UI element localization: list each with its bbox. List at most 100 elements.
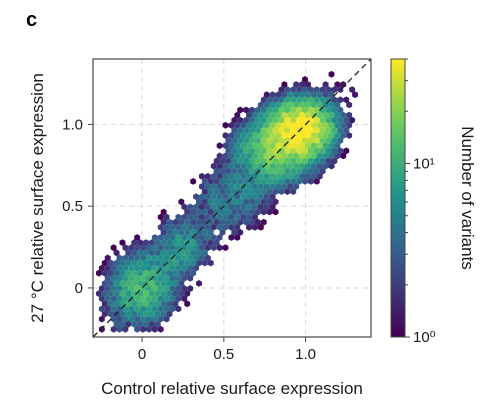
hex-cell-409	[210, 193, 217, 201]
hex-cell-672	[140, 274, 146, 282]
hex-cell-810	[157, 325, 164, 333]
hex-cell-571	[169, 244, 176, 252]
hex-cell-548	[137, 239, 144, 246]
hex-cell-647	[187, 264, 194, 272]
hex-cell-515	[234, 223, 241, 231]
hex-cell-789	[140, 315, 146, 323]
hex-cell-445	[240, 203, 247, 211]
hex-cell-806	[134, 325, 141, 333]
hex-cell-676	[163, 274, 170, 282]
hex-cell-287	[313, 157, 320, 165]
hex-cell-227	[225, 147, 232, 155]
hex-cell-349	[305, 172, 311, 180]
hex-cell-677	[169, 274, 176, 282]
hex-cell-418	[263, 193, 270, 201]
hex-cell-158	[313, 127, 320, 134]
hex-cell-729	[104, 295, 111, 303]
hex-cell-412	[228, 193, 235, 201]
hex-cell-147	[249, 127, 255, 134]
hex-cell-49	[257, 101, 264, 109]
hex-cell-480	[234, 213, 241, 221]
hex-cell-4	[299, 81, 305, 88]
hex-cell-125	[240, 121, 247, 129]
hex-cell-637	[128, 264, 135, 272]
hex-cell-458	[219, 208, 226, 216]
hex-cell-256	[263, 152, 270, 160]
hex-cell-305	[293, 162, 300, 170]
hex-cell-323	[278, 167, 285, 175]
hex-cell-443	[228, 203, 235, 211]
hex-cell-351	[316, 172, 323, 180]
hex-cell-2	[281, 81, 288, 88]
hex-cell-495	[225, 218, 232, 226]
hex-cell-86	[263, 111, 270, 119]
hex-cell-438	[199, 203, 205, 211]
hex-cell-607	[175, 254, 182, 262]
hex-cell-144	[231, 127, 238, 134]
hex-cell-129	[263, 121, 270, 129]
hex-cell-292	[216, 162, 223, 170]
hex-cell-128	[257, 121, 264, 129]
hex-cell-474	[199, 213, 205, 221]
hex-cell-534	[163, 234, 170, 241]
hex-cell-309	[316, 162, 323, 170]
hex-cell-735	[140, 295, 146, 303]
hex-cell-603	[151, 254, 158, 262]
hex-cell-229	[237, 147, 244, 155]
hex-cell-739	[163, 295, 170, 303]
hex-cell-248	[216, 152, 223, 160]
hex-cell-680	[187, 274, 194, 282]
hex-cell-620	[143, 259, 149, 267]
hex-cell-225	[328, 142, 335, 150]
hex-cell-584	[137, 249, 144, 257]
hex-cell-668	[116, 274, 123, 282]
colorbar-tick-label-0: 10⁰	[413, 329, 436, 346]
hex-cell-288	[319, 157, 326, 165]
hex-cell-611	[199, 254, 205, 262]
hex-cell-417	[257, 193, 264, 201]
hex-cell-734	[134, 295, 141, 303]
hex-cell-649	[95, 269, 102, 277]
hex-cell-761	[122, 305, 129, 313]
hex-cell-199	[302, 137, 308, 144]
hex-cell-103	[243, 116, 250, 124]
hex-cell-230	[243, 147, 250, 155]
hex-cell-654	[125, 269, 132, 277]
hex-cell-549	[143, 239, 149, 246]
hex-cell-178	[305, 132, 311, 139]
hex-cell-172	[269, 132, 276, 139]
hex-cell-355	[213, 178, 220, 185]
hex-cell-785	[116, 315, 123, 323]
hex-cell-599	[128, 254, 135, 262]
hex-cell-240	[302, 147, 308, 155]
hex-cell-262	[299, 152, 305, 160]
hex-cell-535	[169, 234, 176, 241]
hex-cell-732	[122, 295, 129, 303]
hex-cell-737	[151, 295, 158, 303]
hex-cell-520	[166, 229, 173, 236]
hex-cell-259	[281, 152, 288, 160]
x-tick-label-2: 1.0	[295, 346, 316, 363]
hex-cell-510	[204, 223, 211, 231]
hex-cell-325	[290, 167, 297, 175]
hex-cell-149	[260, 127, 267, 134]
hex-cell-26	[293, 91, 300, 99]
hex-cell-267	[328, 152, 335, 160]
hex-cell-353	[201, 178, 208, 185]
hex-cell-679	[181, 274, 188, 282]
hex-cell-73	[290, 106, 297, 114]
hex-cell-770	[175, 305, 182, 313]
hex-cell-135	[299, 121, 305, 129]
hex-cell-592	[184, 249, 191, 257]
hex-cell-591	[178, 249, 185, 257]
hex-cell-651	[107, 269, 114, 277]
hex-cell-752	[154, 300, 161, 308]
hex-cell-578	[210, 244, 217, 252]
hex-cell-594	[196, 249, 202, 257]
hex-cell-166	[234, 132, 241, 139]
hex-cell-461	[237, 208, 244, 216]
hex-cell-774	[119, 310, 126, 318]
hex-cell-190	[249, 137, 255, 144]
hex-cell-185	[346, 132, 353, 139]
hex-cell-524	[190, 229, 197, 236]
